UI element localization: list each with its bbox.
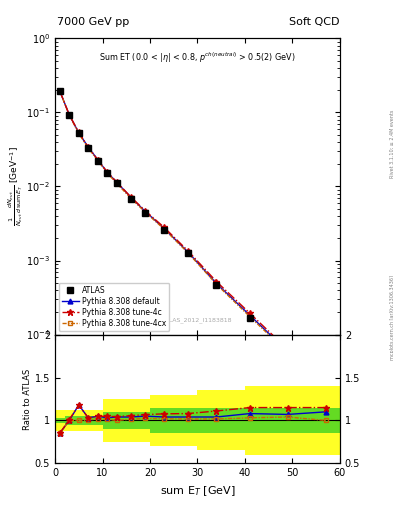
Pythia 8.308 tune-4cx [67,112,72,118]
Pythia 8.308 tune-4c [162,224,167,230]
ATLAS [285,351,290,357]
Y-axis label: Ratio to ATLAS: Ratio to ATLAS [23,368,32,430]
Pythia 8.308 tune-4c [95,157,100,163]
ATLAS [129,196,133,202]
Pythia 8.308 tune-4cx [162,226,167,232]
Pythia 8.308 tune-4cx [185,250,190,256]
Text: Soft QCD: Soft QCD [289,16,339,27]
Pythia 8.308 tune-4cx [285,350,290,356]
Pythia 8.308 default [214,281,219,287]
ATLAS [247,314,252,321]
Pythia 8.308 tune-4c [86,144,91,150]
ATLAS [76,131,81,137]
Pythia 8.308 tune-4c [185,248,190,254]
ATLAS [162,227,167,233]
Pythia 8.308 tune-4cx [76,131,81,137]
Pythia 8.308 tune-4c [114,179,119,185]
Pythia 8.308 default [57,88,62,94]
Pythia 8.308 tune-4cx [129,196,133,202]
Pythia 8.308 tune-4c [76,129,81,135]
Pythia 8.308 tune-4cx [323,383,328,390]
Pythia 8.308 tune-4c [247,310,252,316]
Pythia 8.308 tune-4cx [105,170,110,176]
Pythia 8.308 tune-4c [285,347,290,353]
Pythia 8.308 tune-4cx [214,281,219,287]
Pythia 8.308 default [285,349,290,355]
Pythia 8.308 tune-4c [129,194,133,200]
ATLAS [114,180,119,186]
ATLAS [185,250,190,257]
Pythia 8.308 tune-4cx [143,209,148,215]
ATLAS [67,112,72,118]
Pythia 8.308 default [185,249,190,255]
Text: Sum ET (0.0 < |$\eta$| < 0.8, $p^{ch(neutral)}$ > 0.5(2) GeV): Sum ET (0.0 < |$\eta$| < 0.8, $p^{ch(neu… [99,50,296,65]
Pythia 8.308 tune-4c [67,112,72,118]
Line: Pythia 8.308 tune-4c: Pythia 8.308 tune-4c [56,88,329,386]
Pythia 8.308 tune-4c [143,208,148,214]
Pythia 8.308 default [86,144,91,150]
Line: ATLAS: ATLAS [57,88,329,390]
Pythia 8.308 tune-4cx [86,145,91,151]
ATLAS [105,170,110,177]
Legend: ATLAS, Pythia 8.308 default, Pythia 8.308 tune-4c, Pythia 8.308 tune-4cx: ATLAS, Pythia 8.308 default, Pythia 8.30… [59,283,169,331]
Text: ATLAS_2012_I1183818: ATLAS_2012_I1183818 [162,317,233,323]
Text: 7000 GeV pp: 7000 GeV pp [57,16,129,27]
Pythia 8.308 tune-4c [214,279,219,285]
Pythia 8.308 default [143,208,148,215]
Text: mcplots.cern.ch [arXiv:1306.3436]: mcplots.cern.ch [arXiv:1306.3436] [390,275,393,360]
Pythia 8.308 tune-4cx [247,313,252,319]
ATLAS [57,88,62,94]
Pythia 8.308 default [105,169,110,176]
Pythia 8.308 tune-4cx [57,88,62,94]
Pythia 8.308 tune-4c [57,88,62,94]
Y-axis label: $\frac{1}{N_{evt}}\frac{d N_{evt}}{d\,\mathrm{sum}\,E_T}$ [GeV$^{-1}$]: $\frac{1}{N_{evt}}\frac{d N_{evt}}{d\,\m… [6,146,25,226]
Line: Pythia 8.308 default: Pythia 8.308 default [57,89,328,386]
Pythia 8.308 tune-4cx [95,157,100,163]
Pythia 8.308 default [76,130,81,136]
ATLAS [214,282,219,288]
Pythia 8.308 default [95,157,100,163]
Pythia 8.308 default [114,179,119,185]
ATLAS [95,158,100,164]
Pythia 8.308 default [129,195,133,201]
Pythia 8.308 tune-4c [105,169,110,175]
Pythia 8.308 tune-4cx [114,180,119,186]
ATLAS [143,210,148,216]
Pythia 8.308 default [67,112,72,118]
Pythia 8.308 default [162,225,167,231]
Pythia 8.308 default [323,380,328,387]
Line: Pythia 8.308 tune-4cx: Pythia 8.308 tune-4cx [57,89,328,389]
ATLAS [86,145,91,151]
Pythia 8.308 default [247,312,252,318]
Pythia 8.308 tune-4c [323,379,328,385]
ATLAS [323,383,328,390]
X-axis label: sum E$_T$ [GeV]: sum E$_T$ [GeV] [160,484,235,498]
Text: Rivet 3.1.10; ≥ 2.4M events: Rivet 3.1.10; ≥ 2.4M events [390,109,393,178]
